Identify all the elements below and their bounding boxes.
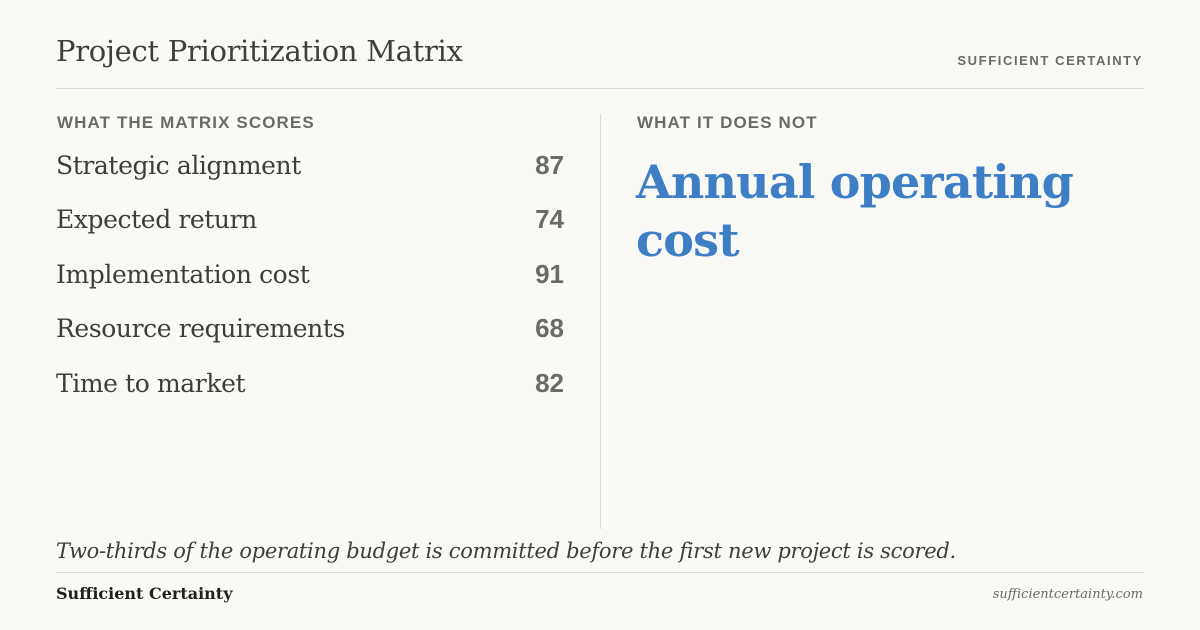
score-value: 74 xyxy=(535,204,564,235)
score-name: Expected return xyxy=(56,205,257,235)
column-divider xyxy=(600,114,601,529)
not-scored-headline: Annual operating cost xyxy=(636,155,1074,267)
score-name: Resource requirements xyxy=(56,314,345,344)
score-name: Implementation cost xyxy=(56,259,310,289)
score-row: Strategic alignment 87 xyxy=(56,150,564,204)
footer-url: sufficientcertainty.com xyxy=(992,587,1143,602)
score-row: Expected return 74 xyxy=(56,204,564,258)
scores-list: Strategic alignment 87 Expected return 7… xyxy=(56,150,564,422)
header-brand: SUFFICIENT CERTAINTY xyxy=(957,53,1143,68)
score-row: Resource requirements 68 xyxy=(56,313,564,367)
score-value: 91 xyxy=(535,258,564,289)
score-name: Time to market xyxy=(56,368,246,398)
scores-section-label: WHAT THE MATRIX SCORES xyxy=(57,113,315,132)
footer-brand: Sufficient Certainty xyxy=(56,584,233,603)
score-row: Implementation cost 91 xyxy=(56,259,564,313)
score-row: Time to market 82 xyxy=(56,368,564,422)
not-scored-section-label: WHAT IT DOES NOT xyxy=(637,113,818,132)
score-value: 87 xyxy=(535,150,564,180)
footer-divider xyxy=(56,572,1144,573)
score-name: Strategic alignment xyxy=(56,151,301,180)
summary-quote: Two-thirds of the operating budget is co… xyxy=(56,539,956,563)
header-divider xyxy=(56,88,1144,89)
score-value: 82 xyxy=(535,367,564,398)
score-value: 68 xyxy=(535,313,564,344)
page-title: Project Prioritization Matrix xyxy=(56,34,463,68)
